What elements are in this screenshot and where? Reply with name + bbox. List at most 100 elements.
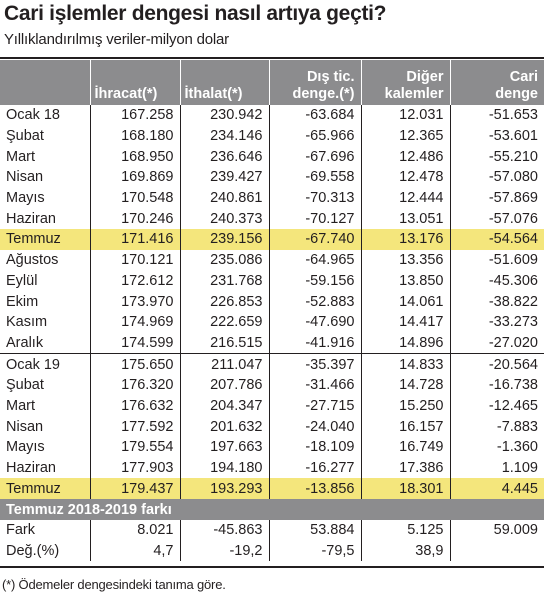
cell-cari: -20.564 <box>449 353 544 375</box>
cell-diger: 12.365 <box>360 125 450 147</box>
cell-dis: -67.696 <box>268 146 361 168</box>
cell-cari: -33.273 <box>449 311 544 333</box>
cell-ithalat: 236.646 <box>179 146 269 168</box>
header-diger-line1: Diğer <box>406 69 444 85</box>
cell-diger: 14.061 <box>360 291 450 312</box>
row-label: Şubat <box>6 128 44 145</box>
cell-cari: -16.738 <box>449 374 544 396</box>
header-dis-ticaret-line2: denge.(*) <box>292 86 355 102</box>
row-label: Temmuz <box>0 229 90 250</box>
cell-cari: 4.445 <box>449 478 544 500</box>
cell-dis: -47.690 <box>268 311 361 333</box>
cell-cari: -54.564 <box>449 229 544 250</box>
row-label: Ocak 19 <box>0 353 90 375</box>
table-row: Şubat 176.320 207.786 -31.466 14.728 -16.738 <box>0 374 544 396</box>
row-label: Fark <box>0 520 90 541</box>
cell-ithalat: 216.515 <box>179 332 269 354</box>
cell-dis: -35.397 <box>268 353 361 375</box>
cell-ihracat: 175.650 <box>89 353 180 375</box>
page-title: Cari işlemler dengesi nasıl artıya geçti… <box>4 2 387 25</box>
header-ithalat: İthalat(*) <box>179 60 269 105</box>
cell-ihracat: 177.903 <box>89 457 180 479</box>
cell-ihracat: 176.632 <box>89 395 180 417</box>
table-row: Temmuz 171.416 239.156 -67.740 13.176 -54.564 <box>0 229 544 250</box>
row-label: Temmuz <box>0 478 90 500</box>
header-cari-denge: Cari denge <box>449 60 544 105</box>
cell-cari: -45.306 <box>449 270 544 292</box>
cell-diger: 38,9 <box>360 540 450 562</box>
table-row: Değ.(%) 4,7 -19,2 -79,5 38,9 <box>0 540 544 562</box>
header-diger-kalemler: Diğer kalemler <box>360 60 450 105</box>
cell-ihracat: 177.592 <box>89 416 180 437</box>
table-row: Mart 168.950 236.646 -67.696 12.486 -55.210 <box>0 146 544 168</box>
row-label: Mart <box>6 148 35 165</box>
table-row: Ocak 19 175.650 211.047 -35.397 14.833 -20.56… <box>0 353 544 375</box>
cell-ithalat: 207.786 <box>179 374 269 396</box>
header-diger-line2: kalemler <box>384 86 444 102</box>
table-row: Aralık 174.599 216.515 -41.916 14.896 -27.020 <box>0 332 544 354</box>
cell-diger: 12.486 <box>360 146 450 168</box>
cell-cari: -53.601 <box>449 125 544 147</box>
cell-dis: -79,5 <box>268 540 361 562</box>
cell-cari: -57.076 <box>449 208 544 230</box>
cell-diger: 16.749 <box>360 437 450 458</box>
cell-ithalat: 235.086 <box>179 249 269 271</box>
row-label: Haziran <box>6 210 56 227</box>
cell-diger: 14.728 <box>360 374 450 396</box>
cell-diger: 14.833 <box>360 353 450 375</box>
table-row: Temmuz 179.437 193.293 -13.856 18.301 4.445 <box>0 478 544 500</box>
cell-cari: 1.109 <box>449 457 544 479</box>
cell-ithalat: 230.942 <box>179 105 269 126</box>
cell-ihracat: 171.416 <box>89 229 180 250</box>
row-label: Mayıs <box>6 439 45 456</box>
cell-cari <box>449 540 544 562</box>
cell-ithalat: 193.293 <box>179 478 269 500</box>
row-label: Haziran <box>6 460 56 477</box>
cell-ithalat: 197.663 <box>179 437 269 458</box>
cell-diger: 5.125 <box>360 520 450 541</box>
cell-ihracat: 167.258 <box>89 105 180 126</box>
cell-ithalat: 231.768 <box>179 270 269 292</box>
header-cari-line2: denge <box>495 86 538 102</box>
footnote: (*) Ödemeler dengesindeki tanıma göre. <box>2 577 226 592</box>
table-row: Haziran 170.246 240.373 -70.127 13.051 -57.07… <box>0 208 544 230</box>
cell-ithalat: 211.047 <box>179 353 269 375</box>
cell-ihracat: 8.021 <box>89 520 180 541</box>
cell-ithalat: 204.347 <box>179 395 269 417</box>
cell-cari: -51.653 <box>449 105 544 126</box>
table-row: Ekim 173.970 226.853 -52.883 14.061 -38.822 <box>0 291 544 312</box>
row-label: Ocak 18 <box>6 107 60 124</box>
cell-ihracat: 176.320 <box>89 374 180 396</box>
cell-ithalat: 201.632 <box>179 416 269 437</box>
cell-ihracat: 4,7 <box>89 540 180 562</box>
cell-ithalat: 240.861 <box>179 187 269 209</box>
cell-cari: -1.360 <box>449 437 544 458</box>
cell-dis: -70.313 <box>268 187 361 209</box>
table-row: Haziran 177.903 194.180 -16.277 17.386 1.109 <box>0 457 544 479</box>
cell-diger: 14.417 <box>360 311 450 333</box>
top-divider <box>0 57 544 59</box>
cell-cari: -7.883 <box>449 416 544 437</box>
row-label: Kasım <box>6 314 48 331</box>
cell-diger: 13.051 <box>360 208 450 230</box>
row-label: Mayıs <box>6 190 45 207</box>
cell-ihracat: 179.437 <box>89 478 180 500</box>
row-label: Nisan <box>6 169 44 186</box>
cell-dis: 53.884 <box>268 520 361 541</box>
page-subtitle: Yıllıklandırılmış veriler-milyon dolar <box>4 31 229 48</box>
cell-ithalat: 226.853 <box>179 291 269 312</box>
cell-dis: -24.040 <box>268 416 361 437</box>
cell-dis: -64.965 <box>268 249 361 271</box>
cell-ithalat: 234.146 <box>179 125 269 147</box>
row-label: Eylül <box>6 272 38 289</box>
table-row: Şubat 168.180 234.146 -65.966 12.365 -53.601 <box>0 125 544 147</box>
section-header-row: Temmuz 2018-2019 farkı <box>0 499 544 521</box>
header-dis-ticaret: Dış tic. denge.(*) <box>268 60 361 105</box>
section-title: Temmuz 2018-2019 farkı <box>0 499 544 521</box>
cell-dis: -59.156 <box>268 270 361 292</box>
cell-ithalat: 240.373 <box>179 208 269 230</box>
bottom-divider <box>0 566 544 568</box>
current-account-table: İhracat(*) İthalat(*) Dış tic. denge.(*) … <box>0 60 544 562</box>
table-row: Mart 176.632 204.347 -27.715 15.250 -12.465 <box>0 395 544 417</box>
table-row: Fark 8.021 -45.863 53.884 5.125 59.009 <box>0 520 544 541</box>
